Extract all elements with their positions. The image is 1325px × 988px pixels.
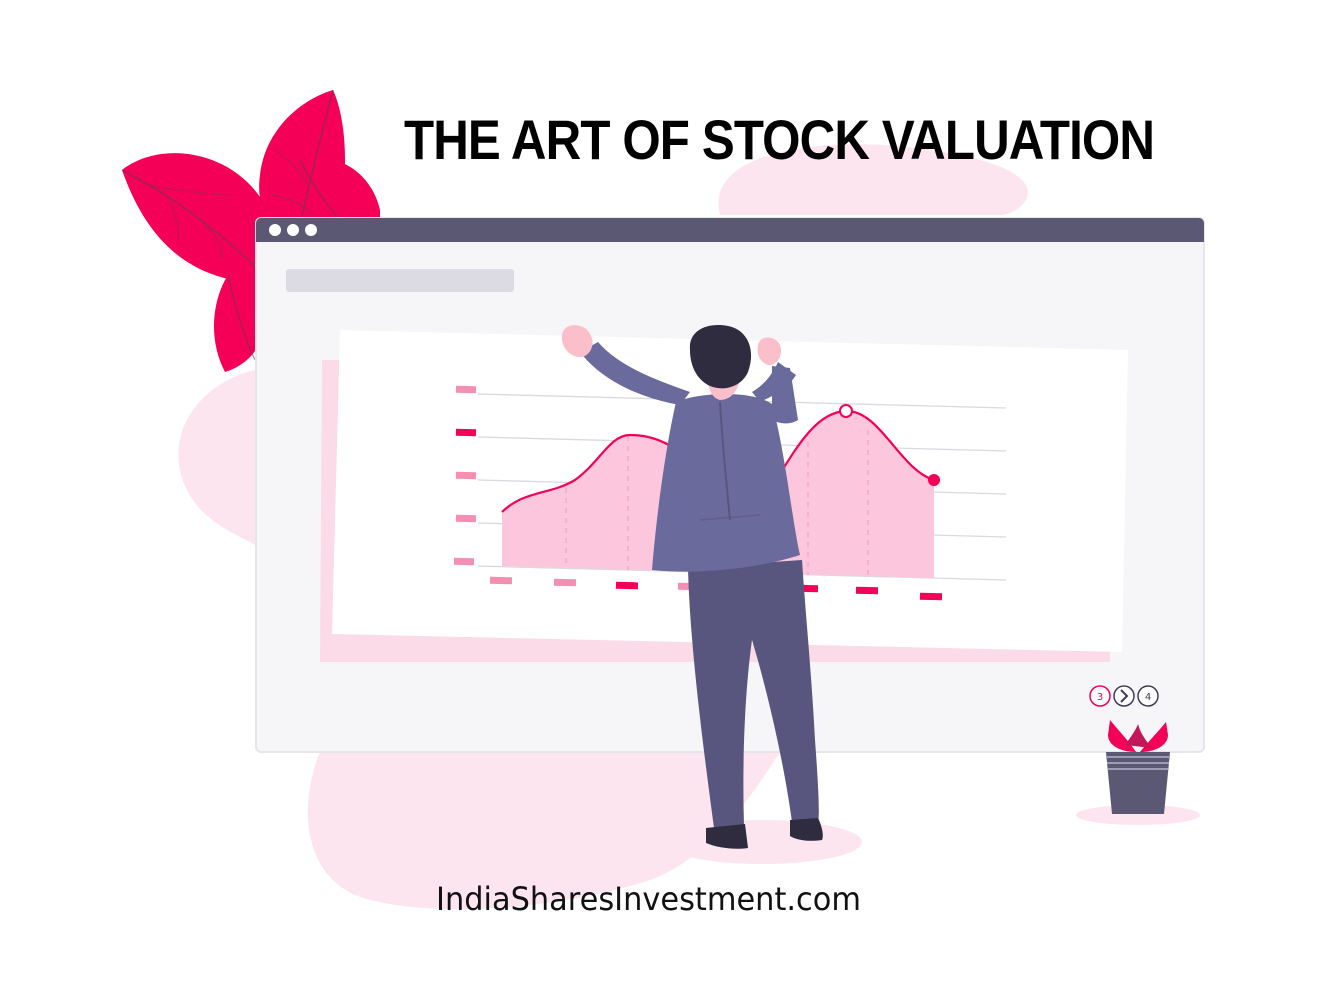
page-4-label: 4: [1145, 692, 1151, 703]
window-dot-icon: [287, 224, 299, 236]
chevron-right-icon: [1120, 689, 1129, 703]
address-bar-placeholder: [286, 269, 514, 292]
background-blob-left: [178, 370, 255, 545]
x-axis-ticks: [489, 576, 943, 601]
person-shadow: [662, 820, 862, 864]
page-3-button[interactable]: 3: [1089, 685, 1111, 707]
leaf-bottom: [213, 271, 258, 372]
next-page-button[interactable]: [1113, 685, 1135, 707]
window-dot-icon: [269, 224, 281, 236]
page-title: THE ART OF STOCK VALUATION: [404, 108, 1155, 171]
pot-shadow: [1076, 805, 1200, 825]
window-dot-icon: [305, 224, 317, 236]
leaf-left: [122, 153, 281, 284]
website-footer[interactable]: IndiaSharesInvestment.com: [436, 880, 861, 918]
businessman-figure: [561, 325, 823, 849]
y-axis-ticks: [453, 385, 477, 566]
chart-point-highlight: [839, 404, 853, 418]
page-4-button[interactable]: 4: [1137, 685, 1159, 707]
browser-title-bar: [256, 218, 1204, 242]
plant-pot: [1106, 752, 1170, 814]
chart-point-end: [928, 474, 940, 486]
page-3-label: 3: [1097, 692, 1103, 703]
potted-plant: [1106, 720, 1170, 814]
background-blob-top: [718, 144, 1028, 215]
pagination[interactable]: 3 4: [1089, 685, 1159, 707]
background-blob-bottom: [307, 752, 780, 910]
